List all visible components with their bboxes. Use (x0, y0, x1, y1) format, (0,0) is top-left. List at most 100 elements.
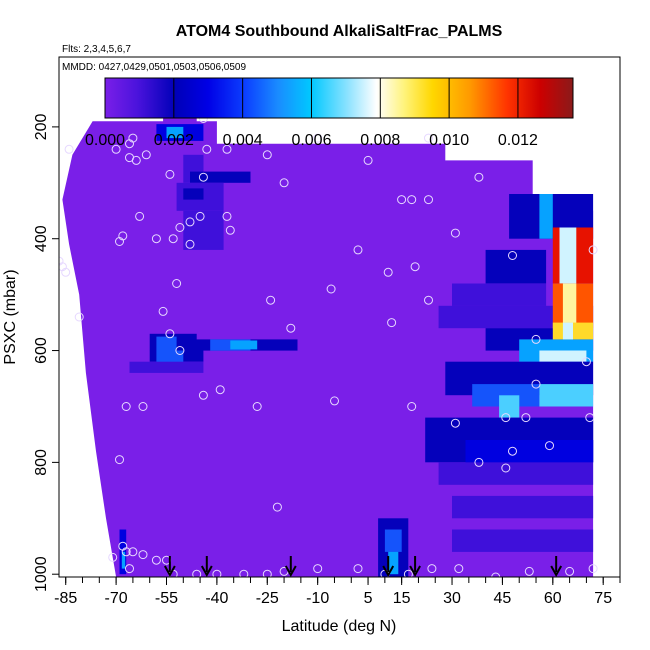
sample-point (326, 284, 336, 294)
colorbar-gradient (104, 77, 574, 119)
colorbar-tick-label: 0.012 (498, 132, 538, 149)
sample-point (501, 463, 511, 473)
sample-point (397, 195, 407, 205)
flight-marker-arrowhead (163, 565, 176, 578)
sample-point (531, 379, 541, 389)
x-tick-label: -85 (54, 590, 77, 607)
sample-point (427, 564, 437, 574)
heatmap-cell (129, 361, 204, 373)
sample-point (225, 225, 235, 235)
heatmap-cell (559, 227, 577, 284)
chart-annotation: MMDD: 0427,0429,0501,0503,0506,0509 (62, 62, 246, 73)
heatmap-cell (166, 126, 184, 139)
heatmap-cell (539, 194, 553, 239)
y-tick-label: 1000 (33, 556, 50, 592)
sample-point (61, 267, 71, 277)
sample-point (175, 223, 185, 232)
sample-point (353, 245, 363, 255)
sample-point (115, 455, 124, 465)
x-tick-label: 5 (364, 590, 373, 607)
heatmap-cell (183, 210, 224, 250)
sample-point (165, 169, 175, 179)
sample-point (185, 239, 195, 249)
sample-point (531, 334, 541, 344)
sample-point (313, 564, 323, 574)
sample-point (410, 262, 420, 272)
flight-marker-arrowhead (284, 565, 297, 578)
sample-point (454, 564, 464, 574)
sample-point (202, 144, 212, 154)
heatmap-cell (183, 188, 204, 200)
sample-point (198, 390, 208, 400)
sample-point (266, 295, 276, 305)
sample-point (545, 441, 554, 451)
sample-point (128, 133, 138, 143)
sample-points (59, 114, 598, 577)
sample-point (313, 133, 323, 143)
sample-point (474, 457, 484, 467)
x-tick-label: 60 (544, 590, 562, 607)
heatmap-cell (384, 529, 402, 552)
colorbar: 0.000 0.002 0.004 0.006 0.008 0.010 0.012 (85, 77, 574, 149)
colorbar-tick-label: 0.010 (429, 132, 469, 149)
heatmap-cell (452, 495, 594, 519)
sample-point (363, 155, 373, 165)
sample-point (508, 251, 517, 260)
flight-marker-arrowhead (550, 565, 563, 578)
sample-point (252, 402, 262, 411)
colorbar-tick-label: 0.006 (291, 132, 331, 149)
sample-point (279, 178, 289, 188)
sample-point (59, 256, 64, 266)
x-tick-label: 15 (393, 590, 411, 607)
sample-point (353, 564, 363, 574)
sample-point (262, 569, 272, 577)
sample-point (212, 569, 222, 577)
sample-point (64, 144, 74, 154)
y-tick-label: 200 (33, 113, 50, 140)
heatmap-cell (190, 171, 251, 183)
x-tick-label: -70 (105, 590, 128, 607)
x-axis-title: Latitude (deg N) (282, 618, 397, 635)
sample-point (135, 211, 145, 221)
sample-point (585, 413, 595, 423)
sample-point (524, 566, 534, 576)
heatmap-cell (156, 336, 177, 351)
flight-marker-arrowhead (200, 565, 213, 578)
heatmap-cell (388, 551, 399, 575)
heatmap-cell (562, 283, 577, 329)
y-axis: 200 400 600 800 1000 (33, 113, 59, 592)
sample-point (172, 279, 182, 288)
sample-point (195, 211, 205, 221)
sample-point (387, 318, 397, 328)
x-tick-label: -55 (155, 590, 178, 607)
sample-point (450, 418, 460, 428)
sample-point (151, 234, 161, 244)
heatmap-cell (438, 462, 594, 485)
x-tick-label: 45 (494, 590, 512, 607)
heatmap-cell (539, 350, 587, 362)
heatmap-cell (452, 529, 594, 552)
sample-point (262, 150, 272, 160)
x-tick-label: 30 (443, 590, 461, 607)
x-axis: -85 -70 -55 -40 -25 -10 5 15 30 45 60 75 (54, 577, 621, 607)
x-tick-label: -10 (306, 590, 329, 607)
heatmap-cell (499, 395, 520, 418)
sample-point (125, 564, 134, 574)
colorbar-ticks: 0.000 0.002 0.004 0.006 0.008 0.010 0.012 (85, 78, 538, 149)
sample-point (521, 413, 531, 423)
sample-point (403, 569, 413, 577)
sample-point (407, 195, 417, 205)
sample-point (121, 402, 131, 411)
sample-point (286, 323, 296, 333)
x-tick-label: -40 (205, 590, 228, 607)
sample-point (383, 267, 393, 277)
flight-marker-arrowhead (382, 565, 395, 578)
sample-point (158, 306, 168, 316)
sample-point (222, 144, 232, 154)
chart-subtitle: Flts: 2,3,4,5,6,7 (62, 44, 131, 55)
sample-point (165, 329, 175, 339)
sample-point (474, 172, 484, 182)
sample-point (115, 237, 124, 246)
sample-point (151, 555, 161, 565)
